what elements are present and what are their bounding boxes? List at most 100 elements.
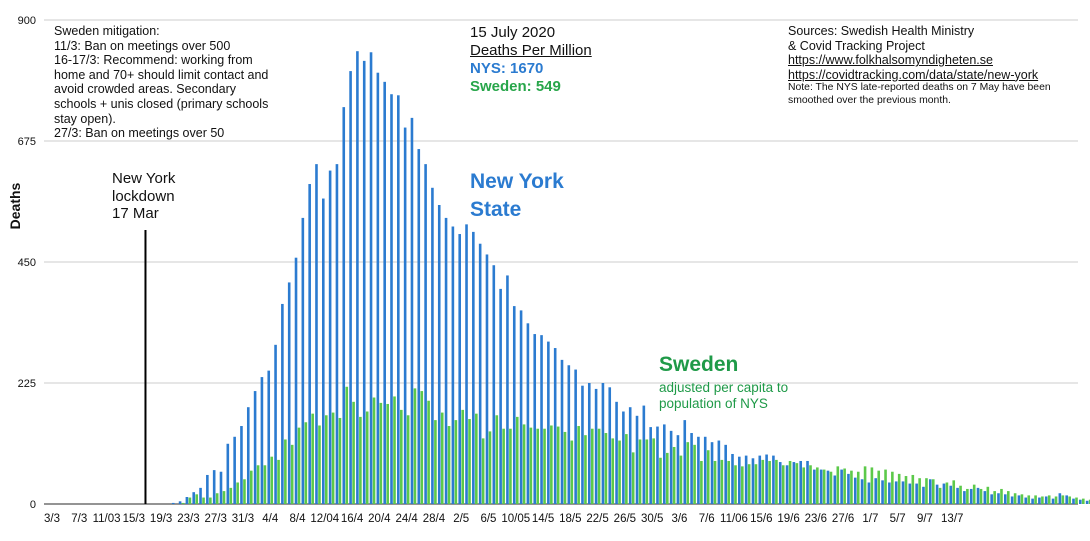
y-tick-label: 225 xyxy=(18,378,36,390)
sweden-bar xyxy=(249,470,253,504)
sweden-bar xyxy=(993,491,996,504)
lockdown-line: 17 Mar xyxy=(112,205,159,222)
sweden-bar xyxy=(727,460,730,504)
sweden-bar xyxy=(468,419,471,504)
sweden-bar xyxy=(870,467,874,504)
ny-bar xyxy=(553,348,557,504)
ny-bar xyxy=(608,387,612,504)
ny-bar xyxy=(437,204,441,505)
ny-bar xyxy=(703,436,707,504)
ny-bar xyxy=(362,60,366,504)
ny-bar xyxy=(710,442,714,504)
ny-bar xyxy=(472,231,475,504)
sweden-bar xyxy=(816,467,819,504)
ny-bar xyxy=(465,224,468,504)
ny-bar xyxy=(690,433,693,504)
source-link[interactable]: https://www.folkhalsomyndigheten.se xyxy=(788,53,993,68)
sweden-bar xyxy=(966,488,969,504)
sweden-bar xyxy=(802,467,805,504)
sweden-bar xyxy=(209,497,212,504)
ny-bar xyxy=(1044,496,1048,504)
sweden-bar xyxy=(420,391,424,504)
sweden-bar xyxy=(1000,488,1003,504)
x-tick-label: 7/6 xyxy=(699,513,715,525)
sweden-bar xyxy=(1088,499,1090,504)
sweden-bar xyxy=(413,388,417,504)
ny-bar xyxy=(376,72,380,505)
sweden-bar xyxy=(891,471,894,504)
source-link[interactable]: https://covidtracking.com/data/state/new… xyxy=(788,67,1039,82)
ny-bar xyxy=(397,95,400,505)
x-tick-label: 19/6 xyxy=(777,513,799,525)
sweden-sub-label: adjusted per capita to population of NYS xyxy=(659,380,788,412)
sweden-bar xyxy=(850,470,853,504)
ny-bar xyxy=(458,234,461,504)
dpm-heading: Deaths Per Million xyxy=(470,42,592,59)
ny-bar xyxy=(949,485,953,504)
sweden-bar xyxy=(263,465,267,504)
sweden-bar xyxy=(706,450,710,504)
sweden-bar xyxy=(393,396,396,504)
mitigation-line: schools + unis closed (primary schools xyxy=(54,96,269,111)
x-tick-label: 9/7 xyxy=(917,513,933,525)
ny-label-line: State xyxy=(470,198,522,221)
sweden-bar xyxy=(843,468,846,504)
x-tick-label: 3/3 xyxy=(44,513,60,525)
nys-dpm: NYS: 1670 xyxy=(470,60,544,77)
sweden-bar xyxy=(734,465,737,504)
mitigation-line: avoid crowded areas. Secondary xyxy=(54,82,237,97)
sweden-bar xyxy=(795,463,799,504)
sweden-bar xyxy=(400,409,403,504)
ny-bar xyxy=(792,462,796,504)
sweden-sub-line: adjusted per capita to xyxy=(659,380,789,395)
ny-bar xyxy=(813,469,816,504)
mitigation-line: 27/3: Ban on meetings over 50 xyxy=(54,126,225,141)
sweden-bar xyxy=(713,460,717,504)
ny-bar xyxy=(287,282,291,504)
ny-bar xyxy=(253,391,257,504)
ny-bar xyxy=(1051,498,1055,504)
x-tick-label: 4/4 xyxy=(262,513,279,525)
sweden-bar xyxy=(604,433,608,504)
lockdown-annotation: New York lockdown 17 Mar xyxy=(112,170,175,223)
y-tick-label: 0 xyxy=(30,499,36,511)
ny-bar xyxy=(744,455,748,504)
deaths-per-million-box: 15 July 2020 Deaths Per Million NYS: 167… xyxy=(470,24,592,96)
sweden-bar xyxy=(543,428,546,504)
ny-bar xyxy=(853,477,857,504)
ny-bar xyxy=(335,164,339,504)
ny-bar xyxy=(567,365,571,504)
ny-bar xyxy=(260,377,264,504)
x-tick-labels: 3/3 7/3 11/03 15/3 19/3 23/3 27/3 31/3 4/4 8/4 12/… xyxy=(44,513,963,525)
ny-bars xyxy=(171,51,1089,505)
x-tick-label: 11/06 xyxy=(720,513,748,525)
sweden-bar xyxy=(1082,498,1085,504)
sweden-bar xyxy=(243,479,246,504)
ny-bar xyxy=(683,420,687,504)
sweden-bar xyxy=(952,480,956,504)
ny-bar xyxy=(246,407,250,504)
sweden-bar xyxy=(925,478,928,504)
sweden-bar xyxy=(284,439,287,504)
x-tick-label: 11/03 xyxy=(93,513,121,525)
ny-bar xyxy=(349,71,352,504)
ny-bar xyxy=(635,415,639,504)
x-tick-label: 10/05 xyxy=(501,513,530,525)
ny-bar xyxy=(622,411,625,504)
sweden-bar xyxy=(1061,495,1065,504)
sources-line: & Covid Tracking Project xyxy=(788,38,925,53)
ny-bar xyxy=(315,164,318,504)
ny-bar xyxy=(799,460,802,504)
ny-bar xyxy=(212,470,216,504)
x-tick-label: 20/4 xyxy=(368,513,391,525)
sweden-bar xyxy=(979,488,983,504)
sweden-bar xyxy=(584,435,587,504)
ny-bar xyxy=(758,455,762,504)
sweden-bar xyxy=(788,460,792,504)
x-tick-label: 23/6 xyxy=(805,513,827,525)
sweden-bar xyxy=(372,397,376,504)
sweden-bar xyxy=(318,425,321,504)
sweden-bar xyxy=(809,465,812,504)
sweden-bar xyxy=(222,491,226,504)
sources-line: Sources: Swedish Health Ministry xyxy=(788,24,975,38)
